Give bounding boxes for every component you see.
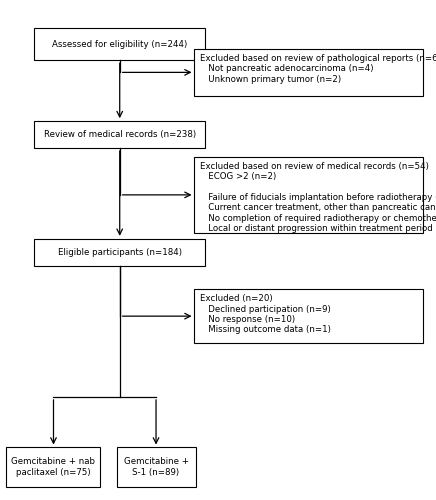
Text: Assessed for eligibility (n=244): Assessed for eligibility (n=244): [52, 40, 187, 48]
Text: Gemcitabine + nab
paclitaxel (n=75): Gemcitabine + nab paclitaxel (n=75): [11, 458, 95, 477]
FancyBboxPatch shape: [34, 122, 205, 148]
FancyBboxPatch shape: [194, 289, 423, 343]
FancyBboxPatch shape: [7, 448, 100, 486]
Text: Eligible participants (n=184): Eligible participants (n=184): [58, 248, 182, 257]
FancyBboxPatch shape: [194, 49, 423, 96]
Text: Excluded based on review of pathological reports (n=6)
   Not pancreatic adenoca: Excluded based on review of pathological…: [200, 54, 436, 84]
Text: Excluded based on review of medical records (n=54)
   ECOG >2 (n=2)

   Failure : Excluded based on review of medical reco…: [200, 162, 436, 233]
Text: Gemcitabine +
S-1 (n=89): Gemcitabine + S-1 (n=89): [123, 458, 188, 477]
FancyBboxPatch shape: [194, 157, 423, 233]
FancyBboxPatch shape: [34, 28, 205, 60]
Text: Review of medical records (n=238): Review of medical records (n=238): [44, 130, 196, 140]
Text: Excluded (n=20)
   Declined participation (n=9)
   No response (n=10)
   Missing: Excluded (n=20) Declined participation (…: [200, 294, 330, 335]
FancyBboxPatch shape: [34, 239, 205, 266]
FancyBboxPatch shape: [116, 448, 196, 486]
